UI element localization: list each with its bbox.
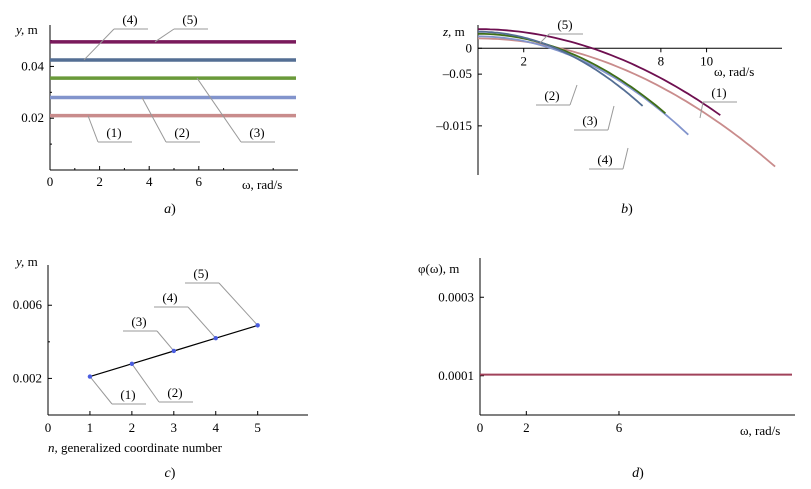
data-point-4 [213,335,218,341]
data-point-2 [129,361,135,366]
series-tag-4: (4) [122,12,137,27]
x-axis-label: ω, rad/s [242,177,282,192]
x-tick-label: 2 [96,174,103,189]
point-tag-2: (2) [167,385,182,400]
y-axis-label: φ(ω), m [418,261,459,276]
y-tick-label: 0.002 [13,370,42,385]
x-axis-label: ω, rad/s [740,423,780,438]
panel-label: a) [164,202,176,217]
x-tick-label: 6 [616,420,623,435]
series-tag-3-leader [607,105,615,131]
x-tick-label: 2 [129,420,136,435]
x-tick-label: 4 [146,174,153,189]
x-tick-label: 3 [171,420,178,435]
point-tag-4: (4) [162,290,177,305]
y-tick-label: –0.05 [442,66,472,81]
point-tag-2-leader [131,363,160,403]
x-tick-label: 0 [477,420,484,435]
series-curve-4 [478,30,644,107]
point-tag-1-leader [89,376,113,405]
y-tick-label: 0 [466,40,473,55]
data-point-1 [87,374,93,379]
point-tag-4-leader [187,306,217,339]
y-axis-label: y, m [14,22,38,37]
data-point-5 [255,323,260,328]
y-tick-label: 0.006 [13,297,43,312]
x-tick-label: 6 [196,174,203,189]
series-tag-5: (5) [182,12,197,27]
point-tag-1: (1) [120,387,135,402]
x-axis-label: n, generalized coordinate number [48,440,223,455]
panel-label: d) [632,466,644,481]
series-tag-1-leader [87,115,99,143]
y-tick-label: 0.0003 [438,289,474,304]
series-tag-5-leader [539,33,550,44]
point-tag-3-leader [156,330,175,352]
series-tag-5-leader [154,28,175,43]
chart-b: 2 8 10 0 –0.05 –0.015 z, m ω, rad/s b) (5) (1) (2) (… [435,17,782,217]
series-curve-3 [478,32,666,114]
series-tag-2: (2) [544,88,559,103]
point-tag-5-leader [218,282,259,326]
series-tag-1: (1) [711,85,726,100]
series-curve-5 [477,28,721,116]
y-tick-label: 0.0001 [438,368,474,383]
y-axis-label: y, m [14,254,38,269]
series-tag-3-leader [196,77,242,143]
series-tag-3: (3) [582,113,597,128]
chart-a: 0 2 4 6 0.02 0.04 y, m ω, rad/s a) (1) (2) (3) (4) (5… [14,12,298,217]
series-tag-3: (3) [249,125,264,140]
series-tag-4-leader [83,28,115,61]
y-tick-label: 0.04 [21,58,44,73]
panel-label: c) [165,466,176,481]
series-tag-1: (1) [106,125,121,140]
y-tick-label: 0.02 [21,110,44,125]
series-tag-2: (2) [174,125,189,140]
x-tick-label: 10 [700,53,713,68]
series-tag-2-leader [569,84,578,106]
x-tick-label: 1 [87,420,94,435]
x-tick-label: 2 [520,53,527,68]
series-tag-2-leader [141,97,167,143]
chart-c: 0 1 2 3 4 5 0.002 0.006 (1) (2) (3) (4) (5) y, m n, ge… [13,254,308,481]
series-tag-4-leader [622,147,629,170]
chart-d: 0 2 6 0.0001 0.0003 φ(ω), m ω, rad/s d) [418,258,795,481]
x-tick-label: 4 [212,420,219,435]
series-tag-1-leader [699,101,704,119]
x-tick-label: 8 [658,53,665,68]
x-tick-label: 0 [45,420,52,435]
point-tag-3: (3) [131,314,146,329]
x-tick-label: 2 [523,420,530,435]
y-axis-label: z, m [442,24,465,39]
data-point-3 [171,348,177,354]
series-tag-4: (4) [597,152,612,167]
panel-label: b) [621,202,633,217]
point-tag-5: (5) [193,266,208,281]
x-axis-label: ω, rad/s [714,64,754,79]
x-tick-label: 0 [47,174,54,189]
y-tick-label: –0.015 [435,118,472,133]
x-tick-label: 5 [254,420,261,435]
series-tag-5: (5) [557,17,572,32]
